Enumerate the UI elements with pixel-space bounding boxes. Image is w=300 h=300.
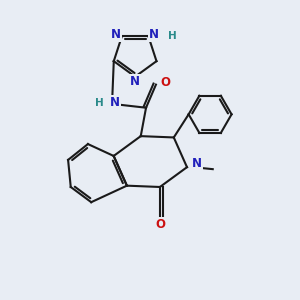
Text: N: N xyxy=(192,158,202,170)
Text: H: H xyxy=(168,31,176,41)
Text: O: O xyxy=(160,76,170,89)
Text: N: N xyxy=(110,96,120,109)
Text: N: N xyxy=(130,75,140,88)
Text: N: N xyxy=(111,28,121,41)
Text: O: O xyxy=(155,218,165,231)
Text: N: N xyxy=(149,28,159,41)
Text: H: H xyxy=(95,98,104,108)
